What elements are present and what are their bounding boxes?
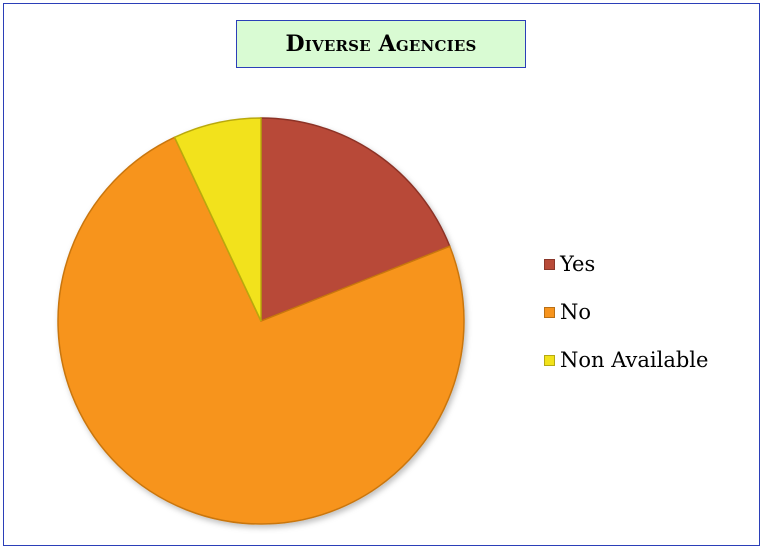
pie-slice-yes (260, 117, 451, 323)
chart-title-box: Diverse Agencies (236, 20, 526, 68)
pie-slice-no (57, 136, 465, 525)
legend-swatch-yes (544, 258, 555, 270)
legend-swatch-no (544, 306, 555, 318)
legend-swatch-non-available (544, 354, 555, 366)
legend-item-non-available: Non Available (544, 336, 708, 384)
chart-title: Diverse Agencies (285, 31, 477, 57)
pie-slice-non-available (173, 117, 262, 322)
legend-label-non-available: Non Available (560, 348, 709, 372)
legend-item-yes: Yes (544, 240, 708, 288)
legend-label-no: No (560, 300, 592, 324)
legend: Yes No Non Available (544, 240, 708, 384)
legend-label-yes: Yes (560, 252, 596, 276)
legend-item-no: No (544, 288, 708, 336)
